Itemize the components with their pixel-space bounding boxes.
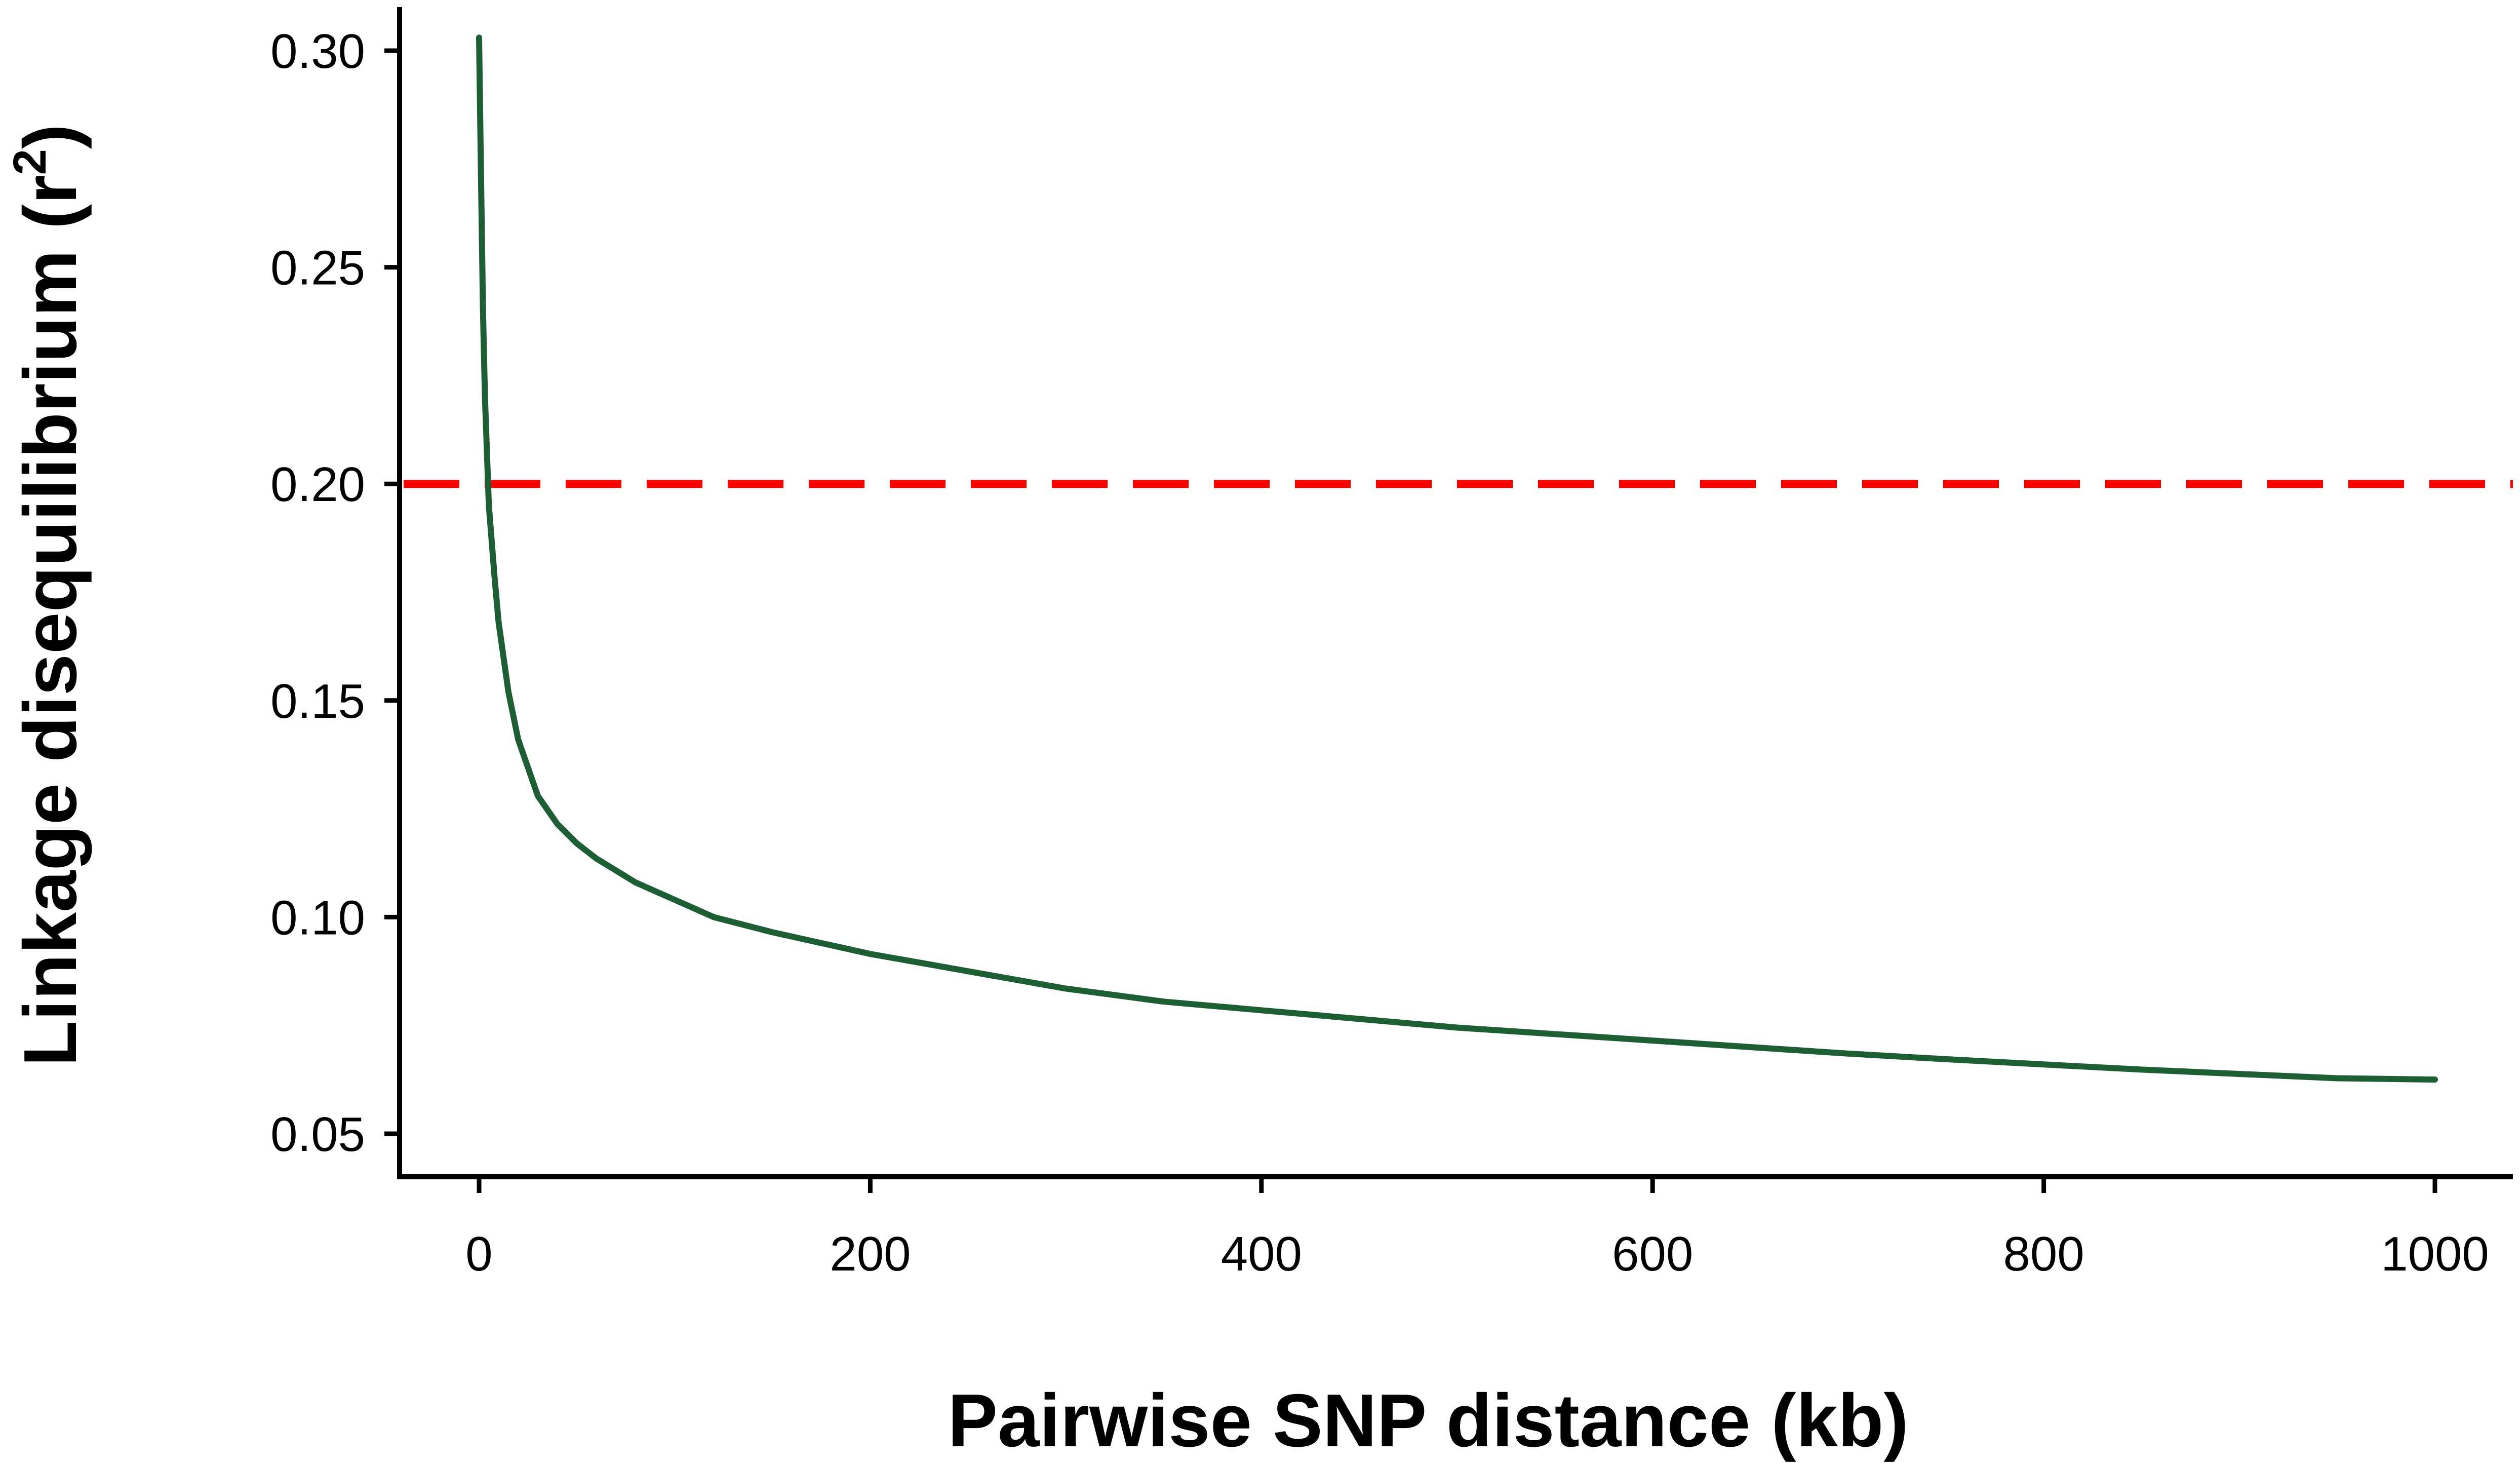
x-tick-label: 600: [1612, 1227, 1693, 1281]
y-axis-title: Linkage disequilibrium (r2): [4, 124, 92, 1066]
x-axis-title: Pairwise SNP distance (kb): [948, 1379, 1908, 1462]
y-tick-label: 0.05: [270, 1107, 365, 1162]
y-axis: 0.05 0.10 0.15 0.20 0.25 0.30: [270, 7, 402, 1177]
x-ticks: 0 200 400 600 800 1000: [465, 1177, 2489, 1281]
y-tick-label: 0.15: [270, 674, 365, 728]
x-tick-label: 1000: [2381, 1227, 2489, 1281]
y-axis-title-close: ): [9, 124, 92, 149]
y-ticks: 0.05 0.10 0.15 0.20 0.25 0.30: [270, 24, 400, 1162]
y-tick-label: 0.30: [270, 24, 365, 79]
y-tick-label: 0.10: [270, 891, 365, 945]
x-axis: 0 200 400 600 800 1000: [397, 1174, 2513, 1281]
x-tick-label: 200: [830, 1227, 911, 1281]
y-axis-title-main: Linkage disequilibrium (r: [9, 175, 92, 1066]
y-tick-label: 0.25: [270, 241, 365, 295]
x-tick-label: 400: [1221, 1227, 1302, 1281]
x-tick-label: 800: [2003, 1227, 2084, 1281]
y-tick-label: 0.20: [270, 457, 365, 512]
x-tick-label: 0: [465, 1227, 492, 1281]
y-axis-title-superscript: 2: [4, 149, 56, 175]
ld-decay-series-line: [476, 34, 2438, 1083]
